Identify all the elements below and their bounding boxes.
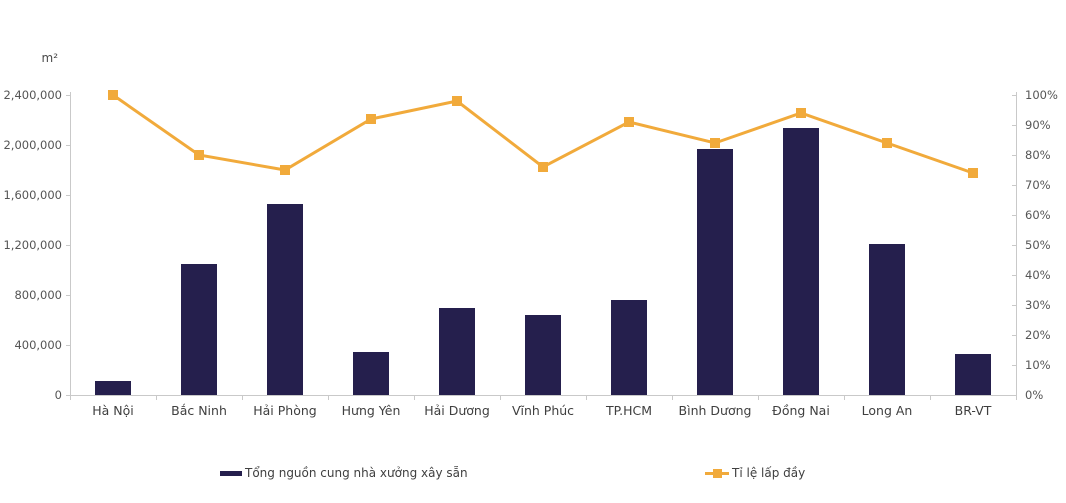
right-axis-tick-label: 100% [1025,88,1058,102]
right-axis-tick [1012,395,1016,396]
occupancy-marker [194,150,204,160]
right-axis-tick-label: 50% [1025,238,1051,252]
right-axis-tick [1012,365,1016,366]
left-axis-tick [66,145,70,146]
legend-item-occupancy: Tỉ lệ lấp đầy [705,466,805,480]
left-axis-line [70,92,71,395]
occupancy-marker [796,108,806,118]
supply-bar [955,353,991,395]
occupancy-line [112,93,974,175]
line-legend-swatch [705,468,729,478]
right-axis-tick [1012,245,1016,246]
occupancy-marker [108,90,118,100]
occupancy-marker [882,138,892,148]
category-label: Đồng Nai [772,403,830,418]
legend-label-supply: Tổng nguồn cung nhà xưởng xây sẵn [245,466,468,480]
occupancy-marker [710,138,720,148]
right-axis-tick-label: 20% [1025,328,1051,342]
left-axis-tick-label: 0 [54,388,62,402]
legend-label-occupancy: Tỉ lệ lấp đầy [732,466,806,480]
x-axis-tick [70,396,71,400]
x-axis-tick [414,396,415,400]
category-label: Vĩnh Phúc [511,403,575,418]
right-axis-tick-label: 80% [1025,148,1051,162]
left-axis-tick-label: 400,000 [14,338,62,352]
category-label: BR-VT [954,403,992,418]
x-axis-tick [242,396,243,400]
occupancy-marker [968,168,978,178]
occupancy-marker [366,114,376,124]
supply-bar [783,127,819,395]
right-axis-tick [1012,125,1016,126]
right-axis-tick [1012,305,1016,306]
x-axis-tick [672,396,673,400]
supply-bar [439,307,475,395]
left-axis-tick [66,95,70,96]
left-axis-tick [66,295,70,296]
category-label: TP.HCM [605,403,653,418]
left-axis-tick [66,195,70,196]
right-axis-tick-label: 90% [1025,118,1051,132]
category-label: Bình Dương [678,403,752,418]
supply-bar [267,203,303,395]
supply-bar [95,381,131,395]
x-axis-tick [844,396,845,400]
x-axis-tick [1016,396,1017,400]
right-axis-tick [1012,155,1016,156]
left-axis-unit-label: m² [41,51,59,65]
supply-bar [353,351,389,395]
left-axis-tick-label: 1,600,000 [3,188,62,202]
bar-legend-swatch [220,470,242,476]
right-axis-tick-label: 30% [1025,298,1051,312]
right-axis-tick-label: 60% [1025,208,1051,222]
x-axis-line [70,395,1017,396]
right-axis-tick-label: 0% [1025,388,1044,402]
left-axis-tick [66,395,70,396]
x-axis-tick [328,396,329,400]
occupancy-marker [280,165,290,175]
supply-bar [525,315,561,395]
supply-bar [181,263,217,395]
left-axis-tick-label: 1,200,000 [3,238,62,252]
right-axis-tick [1012,335,1016,336]
supply-bar [697,148,733,395]
category-label: Hải Dương [424,403,490,418]
x-axis-tick [156,396,157,400]
supply-bar [869,243,905,395]
x-axis-tick [930,396,931,400]
x-axis-tick [586,396,587,400]
right-axis-tick [1012,185,1016,186]
occupancy-marker [624,117,634,127]
left-axis-tick-label: 800,000 [14,288,62,302]
right-axis-tick [1012,95,1016,96]
category-label: Hải Phòng [253,403,317,418]
right-axis-line [1016,92,1017,395]
left-axis-tick-label: 2,000,000 [3,138,62,152]
category-label: Hà Nội [92,403,134,418]
right-axis-tick-label: 10% [1025,358,1051,372]
legend-item-supply: Tổng nguồn cung nhà xưởng xây sẵn [220,466,468,480]
supply-bar [611,300,647,395]
left-axis-tick [66,245,70,246]
line-marker-icon [713,468,722,478]
occupancy-marker [452,96,462,106]
x-axis-tick [758,396,759,400]
right-axis-tick [1012,275,1016,276]
x-axis-tick [500,396,501,400]
right-axis-tick-label: 40% [1025,268,1051,282]
category-label: Hưng Yên [341,403,401,418]
left-axis-tick-label: 2,400,000 [3,88,62,102]
left-axis-tick [66,345,70,346]
category-label: Long An [861,403,913,418]
category-label: Bắc Ninh [171,403,227,418]
occupancy-marker [538,162,548,172]
right-axis-tick [1012,215,1016,216]
right-axis-tick-label: 70% [1025,178,1051,192]
